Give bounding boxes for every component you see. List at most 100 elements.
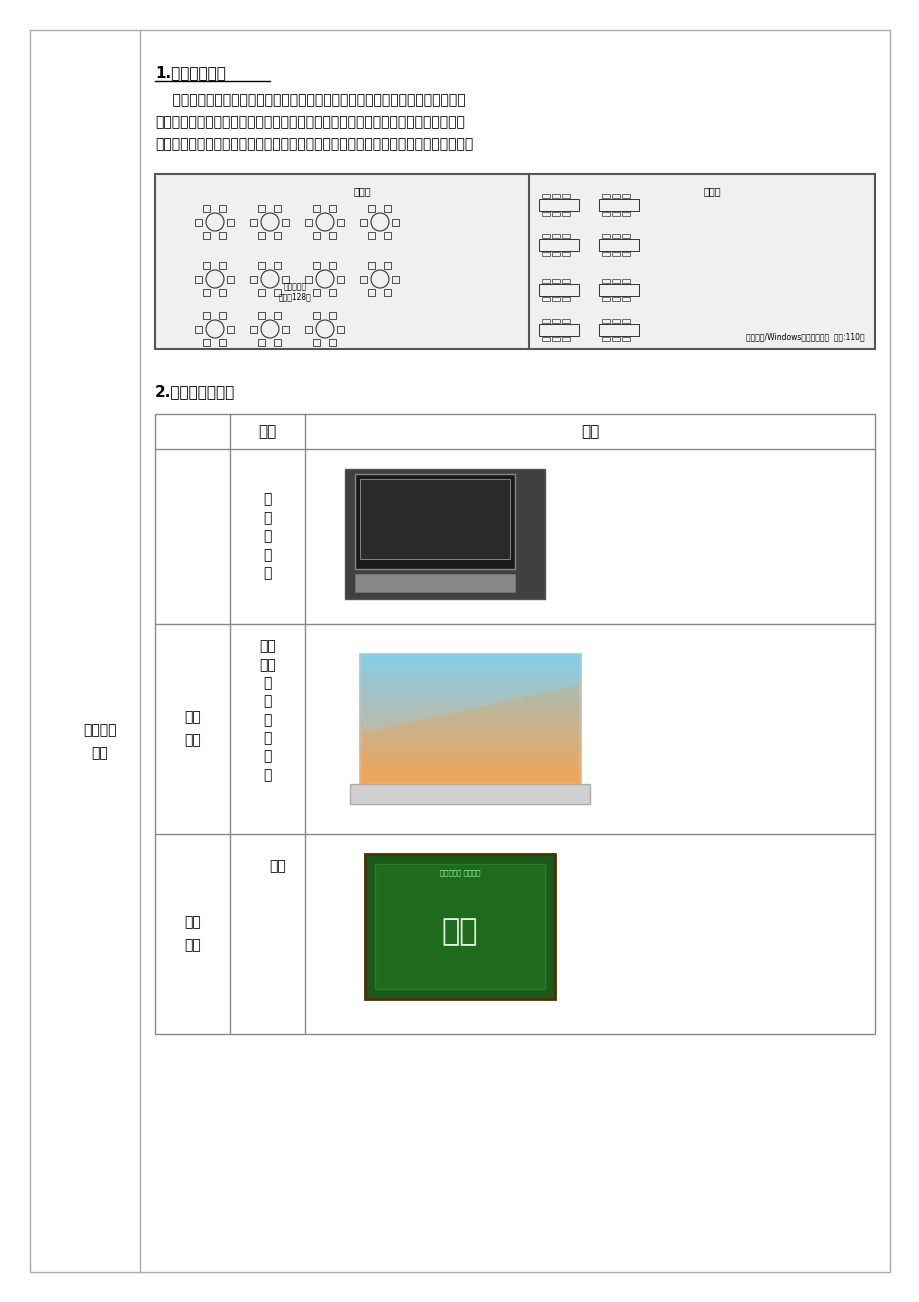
Text: 2.硬件及软件资源: 2.硬件及软件资源	[154, 384, 235, 398]
Bar	[360, 276, 367, 283]
Text: 实操区: 实操区	[703, 186, 720, 197]
Bar	[203, 311, 210, 319]
Bar	[612, 194, 619, 198]
Bar	[599, 240, 639, 251]
Bar	[258, 204, 266, 212]
Bar	[282, 326, 289, 332]
Bar	[612, 234, 619, 238]
Bar	[384, 204, 391, 212]
Bar	[359, 479, 509, 559]
Bar	[622, 279, 630, 283]
Bar	[542, 297, 550, 301]
Bar	[345, 469, 544, 599]
Bar	[355, 574, 515, 592]
Bar	[355, 474, 515, 569]
Bar	[392, 219, 399, 225]
Bar	[539, 324, 579, 336]
Text: 名称: 名称	[258, 424, 277, 439]
Bar	[203, 262, 210, 268]
Text: 教学资源
准备: 教学资源 准备	[83, 723, 117, 760]
Bar	[539, 240, 579, 251]
Bar	[599, 324, 639, 336]
Bar	[359, 654, 579, 784]
Bar	[562, 253, 570, 256]
Bar	[542, 279, 550, 283]
Bar	[154, 174, 874, 349]
Bar	[622, 297, 630, 301]
Bar	[220, 262, 226, 268]
Bar	[562, 279, 570, 283]
Bar	[203, 232, 210, 240]
Bar	[305, 326, 312, 332]
Polygon shape	[359, 684, 579, 784]
Bar	[622, 253, 630, 256]
Bar	[258, 311, 266, 319]
Bar	[203, 204, 210, 212]
Bar	[562, 212, 570, 216]
Bar	[274, 289, 281, 297]
Bar	[622, 337, 630, 341]
Bar	[392, 276, 399, 283]
Bar	[329, 311, 336, 319]
Bar	[562, 234, 570, 238]
Bar	[258, 232, 266, 240]
Bar	[227, 326, 234, 332]
Bar	[274, 340, 281, 346]
Bar	[337, 276, 344, 283]
Bar	[329, 262, 336, 268]
Bar	[612, 297, 619, 301]
Bar	[602, 297, 609, 301]
Bar	[274, 262, 281, 268]
Bar	[313, 262, 320, 268]
Text: 硬件
资源: 硬件 资源	[259, 639, 276, 673]
Bar	[313, 232, 320, 240]
Bar	[329, 204, 336, 212]
Bar	[551, 234, 560, 238]
Bar	[622, 212, 630, 216]
Bar	[622, 319, 630, 323]
Text: 查询、小组讨论、集中教学）和工作区，让学生体验真实的职业场景，激发学习兴趣。: 查询、小组讨论、集中教学）和工作区，让学生体验真实的职业场景，激发学习兴趣。	[154, 137, 472, 151]
Bar	[274, 232, 281, 240]
Bar	[329, 289, 336, 297]
Bar	[539, 284, 579, 296]
Bar	[562, 297, 570, 301]
Bar	[542, 337, 550, 341]
Bar	[313, 204, 320, 212]
Text: 硬件
资源: 硬件 资源	[184, 711, 200, 747]
Bar	[539, 199, 579, 211]
Text: 结合工学一体化的教学理念，给学生提供优越的实习环境，根据专业特点及一体: 结合工学一体化的教学理念，给学生提供优越的实习环境，根据专业特点及一体	[154, 92, 465, 107]
Bar	[602, 194, 609, 198]
Bar	[384, 289, 391, 297]
Bar	[599, 284, 639, 296]
Text: 微课: 微课	[269, 859, 286, 874]
Bar	[551, 337, 560, 341]
Text: 工学一体化 小型网络: 工学一体化 小型网络	[439, 868, 480, 876]
Bar	[220, 232, 226, 240]
Bar	[612, 319, 619, 323]
Text: 化教学需求，本节课教学场地为小型网络一体化学习站。学习站分为：讨论区（资料: 化教学需求，本节课教学场地为小型网络一体化学习站。学习站分为：讨论区（资料	[154, 115, 464, 129]
Bar	[542, 212, 550, 216]
Bar	[337, 219, 344, 225]
Bar	[602, 212, 609, 216]
Bar	[360, 219, 367, 225]
Bar	[282, 276, 289, 283]
Bar	[274, 311, 281, 319]
Bar	[258, 340, 266, 346]
Bar	[599, 199, 639, 211]
Bar	[365, 854, 554, 999]
Bar	[602, 319, 609, 323]
Bar	[227, 276, 234, 283]
Bar	[349, 784, 589, 805]
Text: 笔
记
本
计
算
机: 笔 记 本 计 算 机	[263, 676, 271, 783]
Bar	[282, 219, 289, 225]
Bar	[154, 414, 874, 1034]
Bar	[196, 219, 202, 225]
Bar	[602, 253, 609, 256]
Bar	[305, 276, 312, 283]
Bar	[622, 234, 630, 238]
Text: 台
式
计
算
机: 台 式 计 算 机	[263, 492, 271, 581]
Bar	[551, 253, 560, 256]
Bar	[313, 289, 320, 297]
Bar	[203, 289, 210, 297]
Text: 微课: 微课	[441, 917, 478, 947]
